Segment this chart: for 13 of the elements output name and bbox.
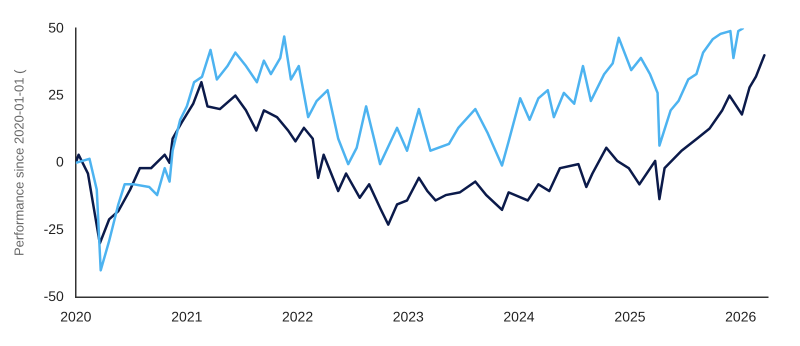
y-tick-label: -25 bbox=[44, 220, 64, 237]
x-tick-label: 2020 bbox=[60, 308, 92, 324]
y-tick-label: 50 bbox=[48, 19, 64, 36]
y-axis-title: Performance since 2020-01-01 ( bbox=[11, 68, 26, 256]
y-tick-label: 25 bbox=[48, 86, 64, 102]
x-tick-label: 2022 bbox=[282, 308, 314, 324]
x-tick-label: 2021 bbox=[171, 308, 203, 324]
y-tick-label: -50 bbox=[44, 288, 64, 304]
x-tick-label: 2025 bbox=[614, 308, 646, 324]
x-tick-label: 2026 bbox=[725, 308, 756, 324]
x-tick-label: 2024 bbox=[503, 308, 535, 324]
x-tick-label: 2023 bbox=[392, 308, 424, 324]
y-tick-label: 0 bbox=[56, 154, 64, 170]
